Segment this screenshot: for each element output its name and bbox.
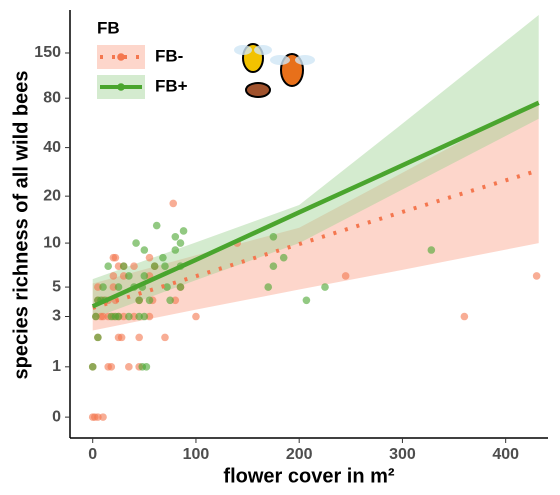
data-point xyxy=(161,333,169,342)
data-point xyxy=(88,363,97,371)
data-point xyxy=(117,333,126,342)
legend-point xyxy=(117,53,125,61)
data-point xyxy=(114,283,123,291)
data-point xyxy=(176,239,185,247)
data-point xyxy=(140,272,149,280)
data-point xyxy=(264,283,273,291)
x-tick-label: 0 xyxy=(88,446,97,463)
x-tick-label: 200 xyxy=(286,446,313,463)
data-point xyxy=(107,363,116,371)
data-point xyxy=(99,283,107,291)
data-point xyxy=(169,199,178,208)
data-point xyxy=(171,246,180,254)
data-point xyxy=(142,363,151,371)
legend-point xyxy=(117,83,125,91)
data-point xyxy=(135,333,143,342)
data-point xyxy=(179,227,188,235)
data-point xyxy=(152,221,161,230)
x-tick-label: 300 xyxy=(389,446,416,463)
data-point xyxy=(279,253,288,262)
data-point xyxy=(130,262,138,271)
data-point xyxy=(140,246,149,254)
y-tick-label: 10 xyxy=(43,234,61,251)
data-point xyxy=(192,312,200,321)
plot-area xyxy=(88,14,541,421)
x-tick-label: 400 xyxy=(492,446,519,463)
legend-title: FB xyxy=(97,18,120,37)
data-point xyxy=(99,413,107,421)
y-tick-label: 0 xyxy=(52,408,61,425)
data-point xyxy=(109,272,118,280)
data-point xyxy=(104,262,112,271)
data-point xyxy=(163,283,171,291)
y-tick-label: 80 xyxy=(43,89,61,106)
y-tick-label: 3 xyxy=(52,308,61,325)
data-point xyxy=(532,272,541,280)
confidence-band xyxy=(92,14,539,319)
legend-label: FB+ xyxy=(155,76,188,95)
data-point xyxy=(145,253,154,262)
x-tick-label: 100 xyxy=(183,446,210,463)
data-point xyxy=(302,296,311,305)
data-point xyxy=(161,262,169,271)
y-tick-label: 5 xyxy=(52,278,61,295)
y-tick-label: 1 xyxy=(52,358,61,375)
y-axis-title: species richness of all wild bees xyxy=(10,70,32,379)
data-point xyxy=(132,239,140,247)
x-axis-title: flower cover in m² xyxy=(223,465,394,487)
data-point xyxy=(150,262,159,271)
data-point xyxy=(94,333,102,342)
data-point xyxy=(460,312,469,321)
y-tick-label: 20 xyxy=(43,187,61,204)
data-point xyxy=(119,262,128,271)
data-point xyxy=(125,363,133,371)
bee-icons xyxy=(234,43,315,98)
data-point xyxy=(135,296,143,305)
data-point xyxy=(111,253,120,262)
data-point xyxy=(321,283,329,291)
y-tick-label: 150 xyxy=(34,44,61,61)
data-point xyxy=(145,296,154,305)
data-point xyxy=(114,312,123,321)
data-point xyxy=(159,253,167,262)
data-point xyxy=(269,232,278,241)
fit-line xyxy=(91,100,540,309)
data-point xyxy=(171,232,180,241)
fit-line xyxy=(92,168,540,310)
data-point xyxy=(341,272,350,280)
legend-label: FB- xyxy=(155,46,183,65)
data-point xyxy=(125,272,133,280)
data-point xyxy=(92,312,100,321)
y-tick-label: 40 xyxy=(43,139,61,156)
data-point xyxy=(427,246,436,254)
data-point xyxy=(125,312,133,321)
data-point xyxy=(269,262,278,271)
data-point xyxy=(176,283,185,291)
data-point xyxy=(166,296,174,305)
data-point xyxy=(140,312,149,321)
confidence-band xyxy=(92,99,539,331)
